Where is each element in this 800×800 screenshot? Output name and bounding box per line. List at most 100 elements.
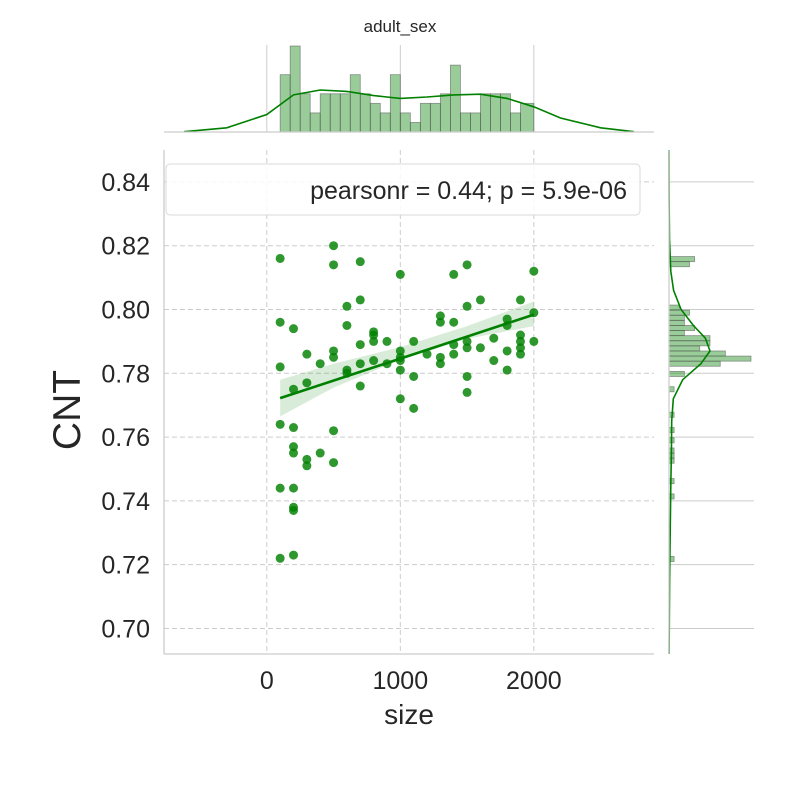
scatter-point — [329, 426, 339, 436]
scatter-point — [449, 269, 459, 279]
scatter-point — [382, 336, 392, 346]
right-histogram-bar — [668, 325, 696, 331]
right-marginal-grid — [669, 181, 754, 629]
scatter-point — [502, 365, 512, 375]
x-tick-label: 2000 — [506, 667, 562, 695]
scatter-point — [395, 365, 405, 375]
right-marginal-histogram — [668, 256, 752, 562]
top-histogram-bar — [289, 45, 301, 133]
scatter-point — [355, 381, 365, 391]
right-histogram-bar — [668, 493, 675, 500]
scatter-point — [475, 343, 485, 353]
scatter-point — [329, 458, 339, 468]
top-marginal-histogram — [279, 45, 535, 133]
scatter-point — [302, 461, 312, 471]
scatter-point — [302, 454, 312, 464]
scatter-point — [355, 257, 365, 267]
regression-confidence-band — [280, 301, 534, 417]
scatter-point — [435, 317, 445, 327]
scatter-point — [369, 356, 379, 366]
scatter-point — [315, 448, 325, 458]
scatter-point — [342, 320, 352, 330]
y-tick-label: 0.70 — [101, 615, 150, 643]
scatter-point — [515, 330, 525, 340]
scatter-point — [462, 371, 472, 381]
scatter-point — [462, 343, 472, 353]
scatter-point — [422, 349, 432, 359]
y-tick-labels: 0.70 0.72 0.74 0.76 0.78 0.80 0.82 0.84 — [101, 169, 150, 644]
scatter-point — [449, 317, 459, 327]
right-histogram-bar — [668, 350, 726, 357]
scatter-point — [409, 336, 419, 346]
scatter-points — [275, 241, 539, 563]
right-histogram-bar — [668, 319, 685, 326]
scatter-point — [462, 336, 472, 346]
right-marginal-panel — [668, 149, 754, 655]
scatter-point — [315, 359, 325, 369]
scatter-point — [289, 448, 299, 458]
scatter-point — [369, 336, 379, 346]
chart-title: adult_sex — [364, 17, 437, 36]
right-histogram-bar — [668, 345, 701, 352]
x-tick-label: 0 — [260, 667, 274, 695]
top-histogram-bar — [369, 102, 381, 133]
top-histogram-bar — [460, 112, 471, 133]
right-histogram-bar — [668, 355, 752, 362]
scatter-point — [302, 378, 312, 388]
top-histogram-bar — [520, 102, 535, 133]
scatter-point — [355, 295, 365, 305]
scatter-point — [409, 403, 419, 413]
scatter-point — [289, 324, 299, 334]
scatter-point — [395, 346, 405, 356]
top-histogram-bar — [439, 93, 451, 133]
right-histogram-bar — [668, 340, 711, 347]
scatter-point — [409, 371, 419, 381]
scatter-point — [462, 260, 472, 270]
stats-annotation-box: pearsonr = 0.44; p = 5.9e-06 — [165, 163, 641, 216]
top-histogram-bar — [490, 93, 501, 133]
top-histogram-bar — [510, 112, 521, 133]
top-histogram-bar — [480, 93, 491, 133]
right-histogram-bar — [668, 314, 685, 321]
scatter-point — [329, 346, 339, 356]
right-histogram-bar — [668, 386, 675, 393]
scatter-point — [435, 359, 445, 369]
main-grid — [164, 150, 654, 654]
y-tick-label: 0.78 — [101, 360, 150, 388]
top-histogram-bar — [309, 112, 321, 133]
scatter-point — [489, 333, 499, 343]
scatter-point — [275, 483, 285, 493]
top-histogram-bar — [349, 74, 361, 133]
scatter-point — [302, 349, 312, 359]
scatter-point — [515, 336, 525, 346]
scatter-point — [289, 505, 299, 515]
y-tick-label: 0.74 — [101, 488, 150, 516]
scatter-point — [395, 394, 405, 404]
x-tick-labels: 0 1000 2000 — [260, 667, 562, 695]
top-histogram-bar — [329, 93, 341, 133]
right-histogram-bar — [668, 330, 685, 337]
scatter-point — [275, 362, 285, 372]
scatter-point — [475, 295, 485, 305]
scatter-point — [435, 352, 445, 362]
scatter-point — [275, 317, 285, 327]
top-histogram-bar — [339, 93, 351, 133]
scatter-point — [289, 550, 299, 560]
scatter-point — [289, 423, 299, 433]
top-histogram-bar — [429, 102, 441, 133]
y-axis-label: CNT — [46, 370, 89, 450]
scatter-point — [395, 269, 405, 279]
top-histogram-bar — [299, 93, 311, 133]
scatter-point — [329, 260, 339, 270]
top-histogram-bar — [409, 122, 421, 133]
top-histogram-bar — [449, 64, 461, 133]
pearson-annotation: pearsonr = 0.44; p = 5.9e-06 — [310, 177, 627, 205]
scatter-point — [289, 384, 299, 394]
scatter-point — [489, 356, 499, 366]
scatter-point — [462, 387, 472, 397]
right-histogram-bar — [668, 309, 690, 316]
top-histogram-bar — [359, 93, 371, 133]
scatter-point — [502, 346, 512, 356]
